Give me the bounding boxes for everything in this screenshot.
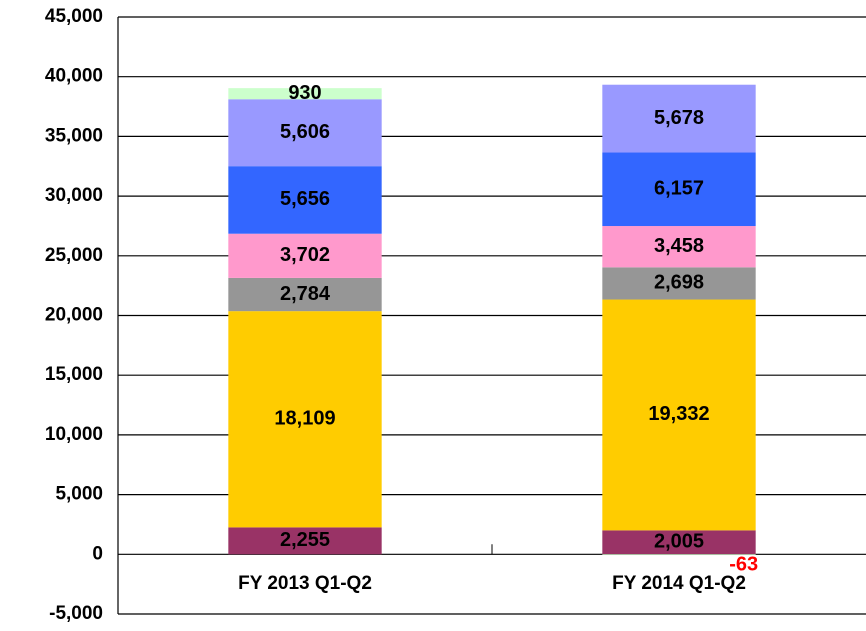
data-label: 5,678: [654, 107, 704, 129]
data-label: 930: [288, 82, 321, 104]
bar-segment: [228, 88, 382, 100]
y-tick-label: 10,000: [45, 424, 103, 445]
data-label: 5,606: [280, 121, 330, 143]
y-tick-label: 0: [92, 543, 103, 564]
bar-segment: [602, 226, 756, 268]
bar-segment: [602, 152, 756, 227]
data-label: 19,332: [648, 403, 709, 425]
data-label: 2,698: [654, 272, 704, 294]
bar-segment: [228, 277, 382, 312]
data-label: 3,458: [654, 235, 704, 257]
data-label: 2,005: [654, 531, 704, 553]
y-tick-label: 5,000: [55, 484, 103, 505]
data-label: 2,784: [280, 283, 331, 305]
data-label: 5,656: [280, 188, 330, 210]
bar-segment: [602, 530, 756, 555]
y-tick-label: 20,000: [45, 305, 103, 326]
data-label: 6,157: [654, 178, 704, 200]
y-tick-label: 30,000: [45, 185, 103, 206]
y-tick-label: 45,000: [45, 6, 103, 27]
data-label: 18,109: [274, 408, 335, 430]
y-tick-label: -5,000: [49, 603, 103, 624]
bar-segment: [228, 311, 382, 528]
x-tick-label: FY 2013 Q1-Q2: [238, 573, 372, 594]
bar-segment: [602, 554, 756, 556]
data-label: 3,702: [280, 244, 330, 266]
y-tick-label: 35,000: [45, 125, 103, 146]
y-tick-label: 25,000: [45, 245, 103, 266]
bar-segment: [602, 267, 756, 300]
bar-segment: [602, 84, 756, 153]
x-tick-label: FY 2014 Q1-Q2: [612, 573, 746, 594]
bar-segment: [228, 166, 382, 234]
bar-segment: [228, 99, 382, 167]
data-label: -63: [729, 553, 758, 575]
y-tick-label: 15,000: [45, 364, 103, 385]
y-tick-label: 40,000: [45, 66, 103, 87]
bar-segment: [602, 299, 756, 531]
bar-segment: [228, 233, 382, 278]
bar-segment: [228, 527, 382, 555]
data-label: 2,255: [280, 529, 330, 551]
